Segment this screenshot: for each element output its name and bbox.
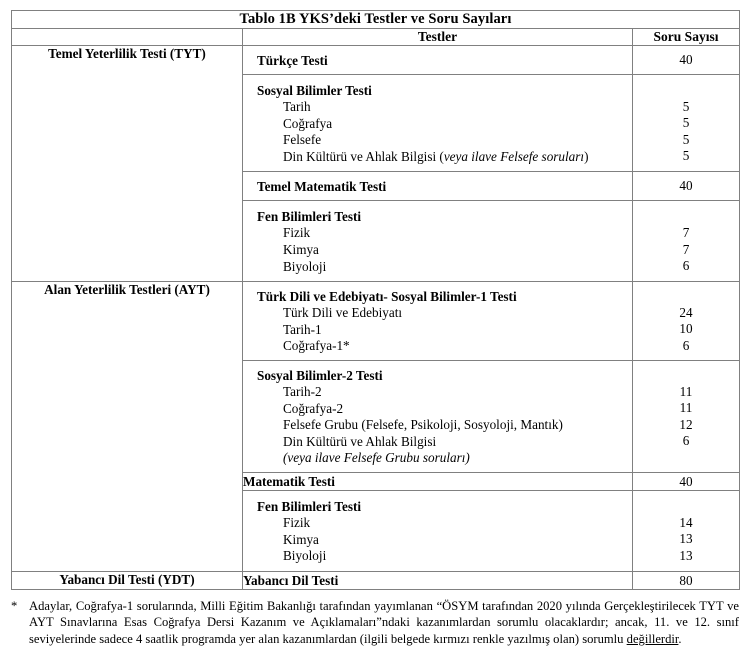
header-count: Soru Sayısı (631, 28, 741, 46)
count-value: 40 (679, 52, 693, 67)
block-cell-fen-bilimleri-ayt: Fen Bilimleri Testi Fizik Kimya Biyoloji (242, 489, 633, 572)
sub-item: Felsefe (283, 132, 322, 148)
header-tests: Testler (242, 28, 633, 46)
table-row: Temel Yeterlilik Testi (TYT) Türkçe Test… (11, 44, 741, 283)
count-value: 14 (679, 514, 693, 530)
count-value: 6 (682, 337, 690, 353)
count-value: 11 (679, 383, 693, 399)
table-row: Fen Bilimleri Testi Fizik Kimya Biyoloji… (12, 489, 741, 572)
count-cell-fen-bilimleri-ayt: X 14 13 13 (631, 489, 741, 572)
table-row: Fen Bilimleri Testi Fizik Kimya Biyoloji… (12, 200, 741, 283)
table-header-row: Testler Soru Sayısı (11, 28, 741, 46)
count-cell-temel-matematik: 40 (631, 171, 741, 202)
sub-item: Tarih-2 (283, 383, 322, 399)
block-title: Fen Bilimleri Testi (257, 209, 362, 225)
block-cell-turkce: Türkçe Testi (242, 45, 633, 75)
count-value: 7 (682, 241, 690, 257)
count-value: 5 (682, 115, 690, 131)
group-label-ayt: Alan Yeterlilik Testleri (AYT) (11, 281, 243, 572)
block-cell-fen-bilimleri-tyt: Fen Bilimleri Testi Fizik Kimya Biyoloji (242, 200, 633, 283)
sub-item: Tarih (283, 99, 311, 114)
sub-item: Coğrafya (283, 115, 333, 131)
count-value: 12 (679, 416, 693, 432)
sub-item-din-kulturu: Din Kültürü ve Ahlak Bilgisi (veya ilave… (283, 148, 589, 164)
sub-item: Fizik (283, 225, 311, 241)
block-cell-sosyal-bilimler-2: Sosyal Bilimler-2 Testi Tarih-2 Coğrafya… (242, 359, 633, 473)
footnote-text-part2: . (678, 631, 682, 646)
sub-item: Din Kültürü ve Ahlak Bilgisi (283, 433, 437, 449)
count-value: 13 (679, 547, 693, 563)
table-row: Sosyal Bilimler-2 Testi Tarih-2 Coğrafya… (12, 359, 741, 473)
count-value: 5 (682, 148, 690, 164)
yks-tests-table: Tablo 1B YKS’deki Testler ve Soru Sayıla… (10, 10, 741, 590)
count-value: 6 (682, 258, 690, 274)
count-value: 24 (679, 304, 693, 320)
count-value: 10 (679, 321, 693, 337)
count-value: 7 (682, 224, 690, 240)
sub-item: Kimya (283, 531, 319, 547)
count-cell-sosyal-bilimler-2: X 11 11 12 6 (631, 359, 741, 473)
sub-item: Türk Dili ve Edebiyatı (283, 305, 403, 321)
table-row: Sosyal Bilimler Testi Tarih Coğrafya Fel… (12, 73, 741, 173)
table-row: Matematik Testi 40 (12, 471, 741, 491)
group-label-ydt: Yabancı Dil Testi (YDT) (11, 570, 243, 590)
count-value: 5 (682, 98, 690, 114)
count-cell-turkce: 40 (631, 45, 741, 75)
group-label-tyt: Temel Yeterlilik Testi (TYT) (11, 44, 243, 283)
sub-item: Biyoloji (283, 258, 327, 274)
count-value: 11 (679, 400, 693, 416)
block-title: Sosyal Bilimler-2 Testi (257, 367, 383, 383)
sub-item-note: (veya ilave Felsefe Grubu soruları) (283, 450, 470, 466)
sub-item: Kimya (283, 241, 319, 257)
sub-item: Coğrafya-1* (283, 338, 350, 354)
block-title: Türkçe Testi (257, 53, 328, 68)
footnote-marker: * (11, 599, 18, 613)
block-title: Türk Dili ve Edebiyatı- Sosyal Bilimler-… (257, 289, 517, 305)
table-row: Temel Matematik Testi 40 (12, 171, 741, 202)
footnote-text-part1: Adaylar, Coğrafya-1 sorularında, Milli E… (29, 599, 739, 646)
table-row: Yabancı Dil Testi (YDT) Yabancı Dil Test… (11, 570, 741, 590)
sub-item: Fizik (283, 514, 311, 530)
count-cell-turk-dili-edebiyat: X 24 10 6 (631, 281, 741, 361)
sub-item: Coğrafya-2 (283, 400, 344, 416)
sub-item: Felsefe Grubu (Felsefe, Psikoloji, Sosyo… (283, 417, 563, 433)
count-cell-fen-bilimleri-tyt: X 7 7 6 (631, 200, 741, 283)
footnote-underlined: değillerdir (626, 631, 679, 646)
table-title-row: Tablo 1B YKS’deki Testler ve Soru Sayıla… (10, 10, 741, 29)
block-title: Fen Bilimleri Testi (257, 498, 362, 514)
block-cell-turk-dili-edebiyat: Türk Dili ve Edebiyatı- Sosyal Bilimler-… (242, 281, 633, 361)
block-title: Sosyal Bilimler Testi (257, 83, 372, 98)
count-value: 6 (682, 433, 690, 449)
footnote-text: Adaylar, Coğrafya-1 sorularında, Milli E… (11, 598, 739, 647)
count-cell-yabanci-dil: 80 (631, 570, 741, 590)
count-value: 5 (682, 131, 690, 147)
block-title: Temel Matematik Testi (257, 179, 387, 195)
count-value: 13 (679, 531, 693, 547)
table-row: Alan Yeterlilik Testleri (AYT) Türk Dili… (11, 281, 741, 572)
block-cell-yabanci-dil: Yabancı Dil Testi (242, 570, 633, 590)
count-cell-matematik: 40 (631, 471, 741, 491)
sub-item: Biyoloji (283, 548, 327, 564)
block-cell-temel-matematik: Temel Matematik Testi (242, 171, 633, 202)
block-cell-matematik: Matematik Testi (242, 471, 633, 491)
footnote: * Adaylar, Coğrafya-1 sorularında, Milli… (11, 598, 739, 647)
count-value: 40 (679, 178, 693, 194)
sub-item: Tarih-1 (283, 321, 322, 337)
table-title: Tablo 1B YKS’deki Testler ve Soru Sayıla… (10, 10, 741, 29)
block-cell-sosyal-bilimler: Sosyal Bilimler Testi Tarih Coğrafya Fel… (242, 73, 633, 173)
header-group-blank (11, 28, 243, 46)
count-cell-sosyal-bilimler: X 5 5 5 5 (631, 73, 741, 173)
